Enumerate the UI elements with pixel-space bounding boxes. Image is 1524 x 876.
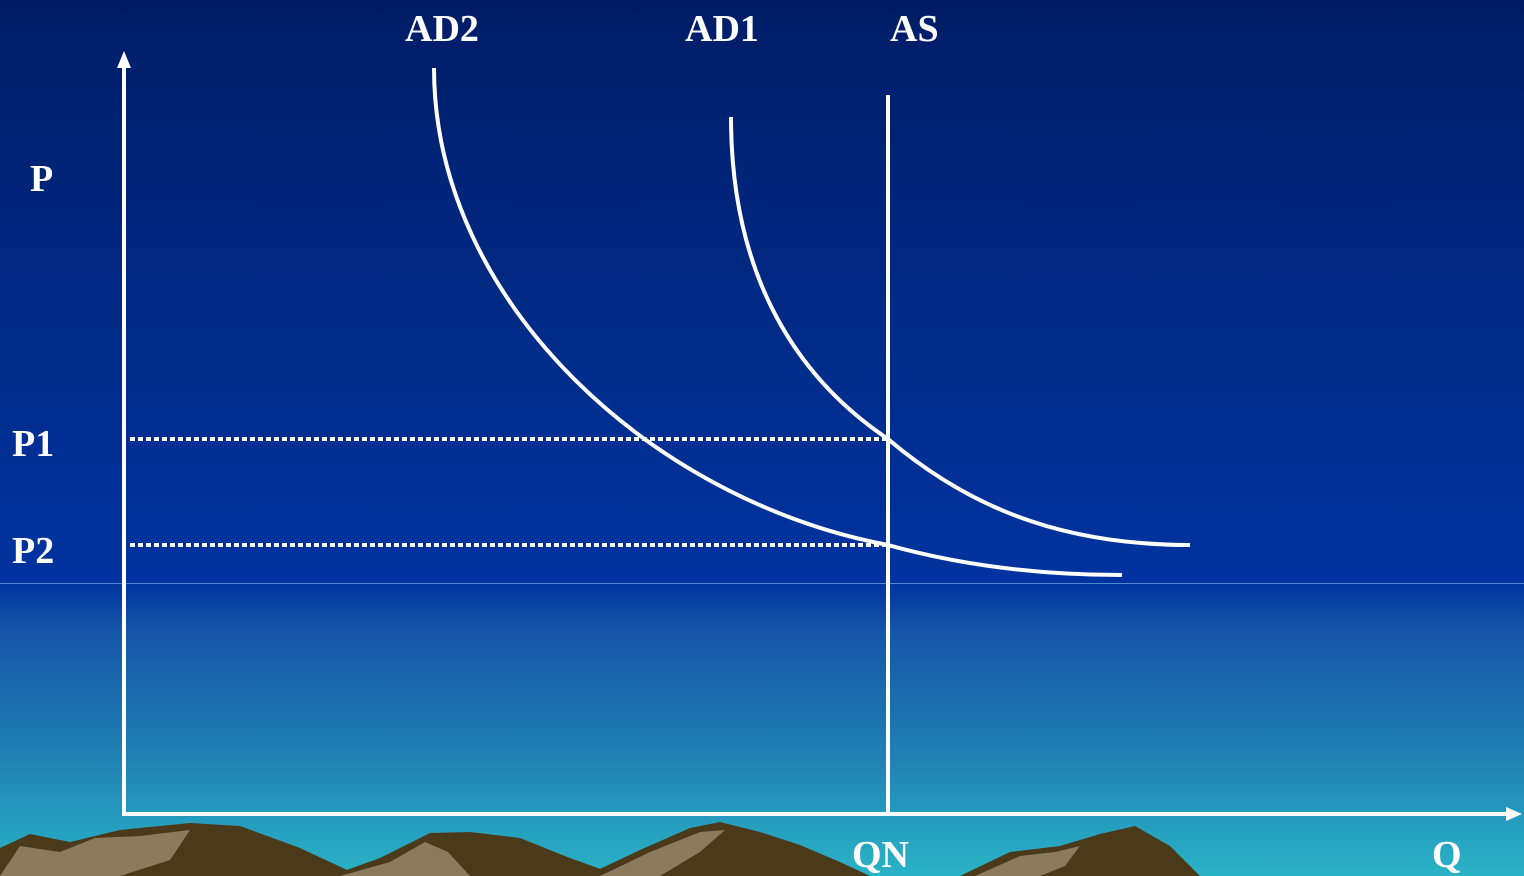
- ad1-curve: [729, 116, 1191, 547]
- mountain-2-highlight: [340, 842, 470, 876]
- y-axis-arrowhead: [117, 51, 131, 68]
- ad2-label: AD2: [405, 8, 479, 50]
- x-axis-label: Q: [1432, 834, 1462, 876]
- x-axis-arrowhead: [1506, 807, 1522, 821]
- ad2-curve: [432, 67, 1123, 577]
- mountain-range: [0, 822, 1200, 876]
- horizon-line: [0, 583, 1524, 584]
- y-axis-label: P: [30, 158, 54, 200]
- as-label: AS: [890, 8, 939, 50]
- p1-label: P1: [12, 423, 55, 465]
- ad1-label: AD1: [685, 8, 759, 50]
- axes: [117, 51, 1522, 821]
- p2-label: P2: [12, 530, 55, 572]
- mountain-3-highlight: [600, 830, 725, 876]
- mountain-4-highlight: [975, 846, 1080, 876]
- mountain-1-highlight: [0, 830, 190, 876]
- qn-label: QN: [852, 834, 909, 876]
